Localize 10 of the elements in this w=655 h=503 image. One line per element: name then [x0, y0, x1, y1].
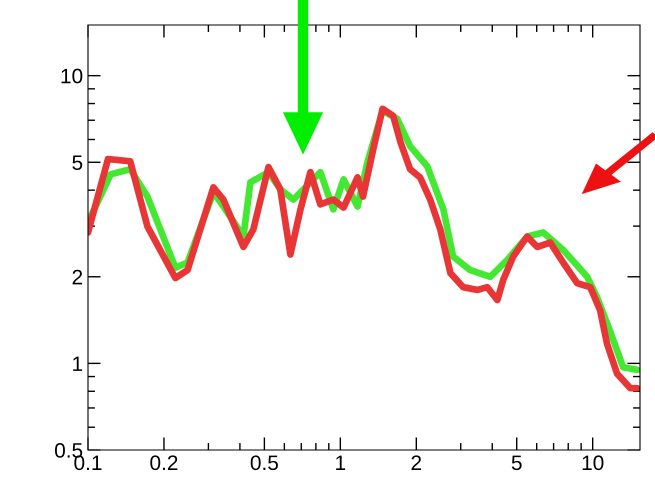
x-tick-label: 5 — [512, 456, 522, 470]
x-tick-label: 0.5 — [250, 455, 278, 470]
y-tick-label: 2 — [72, 270, 82, 284]
y-tick-label: 10 — [62, 68, 82, 84]
x-tick-label: 2 — [412, 455, 422, 470]
x-tick-label: 10 — [582, 455, 604, 470]
y-tick-label: 5 — [72, 155, 82, 170]
x-tick-label: 0.2 — [150, 455, 178, 470]
y-tick-label: 1 — [73, 356, 82, 371]
x-tick-label: 1 — [336, 456, 346, 470]
